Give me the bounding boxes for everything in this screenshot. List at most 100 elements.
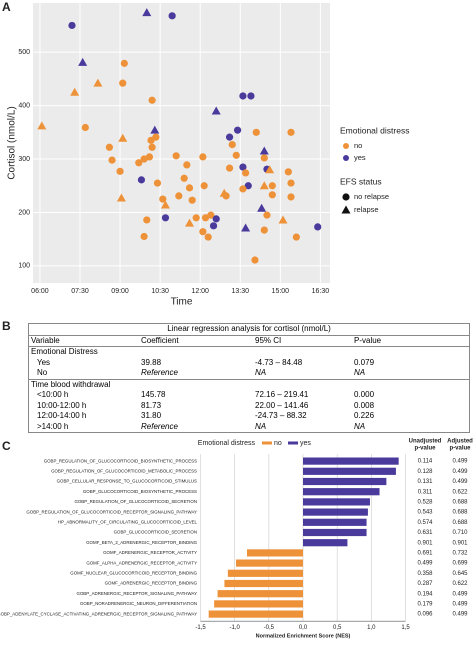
x-tick-label: 0,5 [333, 625, 342, 631]
x-tick-label: 16:30 [312, 288, 330, 295]
table-row: Variable Coefficient 95% CI P-value [28, 335, 470, 347]
adjusted-p-value: 0.499 [452, 601, 468, 607]
bar [236, 559, 303, 567]
column-header: Unadjusted [409, 439, 442, 445]
p-value: 0.358 [417, 571, 433, 577]
y-tick-label: 200 [18, 209, 30, 216]
x-tick-label: 06:00 [31, 288, 49, 295]
point [148, 143, 156, 151]
term-label: GOBP_ADRENERGIC_RECEPTOR_SIGNALING_PATHW… [76, 591, 197, 596]
p-value: 0.901 [417, 540, 433, 546]
x-tick-label: 07:30 [71, 288, 89, 295]
bar [224, 579, 303, 588]
legend-title: EFS status [340, 176, 382, 186]
table-row: Linear regression analysis for cortisol … [28, 323, 470, 336]
point [241, 223, 251, 232]
adjusted-p-value: 0.688 [452, 520, 468, 526]
table-cell: NA [354, 368, 366, 377]
table-cell: 81.73 [141, 400, 162, 410]
point [137, 176, 146, 184]
point [242, 169, 250, 177]
legend-label: no [354, 141, 362, 150]
x-tick-label: -1,5 [195, 625, 206, 631]
point [37, 121, 47, 130]
point [233, 126, 242, 134]
adjusted-p-value: 0.499 [452, 612, 468, 618]
point [263, 211, 271, 219]
p-value: 0.311 [418, 489, 433, 495]
bar [303, 518, 367, 526]
point [161, 214, 170, 222]
x-tick-label: 10:30 [151, 288, 169, 295]
point [180, 174, 188, 182]
point [118, 133, 128, 142]
bar [303, 467, 396, 475]
point [153, 179, 162, 187]
term-label: GOMF_ADRENERGIC_RECEPTOR_ACTIVITY [103, 550, 197, 555]
point [292, 233, 300, 241]
table-cell: Emotional Distress [28, 346, 470, 358]
table-cell: 95% CI [253, 335, 352, 347]
table-cell: -4.73 – 84.48 [255, 357, 303, 367]
x-tick-label: -1,0 [229, 625, 240, 631]
point [252, 128, 260, 136]
point [201, 214, 210, 222]
bar [303, 498, 370, 506]
p-value: 0.691 [417, 550, 433, 556]
point [211, 106, 221, 115]
point [105, 143, 113, 151]
y-tick-label: 400 [18, 102, 30, 109]
point [265, 165, 275, 174]
adjusted-p-value: 0.710 [452, 530, 468, 536]
table-cell: 22.00 – 141.46 [255, 400, 309, 410]
adjusted-p-value: 0.901 [452, 540, 468, 546]
table-cell: Reference [141, 368, 178, 377]
adjusted-p-value: 0.688 [452, 499, 468, 505]
x-tick-label: 15:00 [272, 288, 290, 295]
point [314, 223, 322, 231]
legend-swatch [288, 441, 298, 445]
term-label: GOMF_BETA_2_ADRENERGIC_RECEPTOR_BINDING [86, 540, 197, 545]
table-cell: 145.78 [141, 390, 166, 399]
bar [303, 488, 380, 496]
point [135, 159, 143, 167]
point [185, 184, 194, 192]
legend-swatch [343, 143, 349, 149]
legend-label: no [274, 440, 282, 447]
point [148, 96, 156, 104]
point [260, 154, 268, 162]
term-label: HP_ABNORMALITY_OF_CIRCULATING_GLUCOCORTI… [58, 519, 198, 524]
table-row: Emotional Distress [28, 346, 470, 358]
table-row: <10:00 h 145.78 72.16 – 219.41 0.000 [29, 390, 470, 401]
point [183, 161, 191, 169]
bar [208, 610, 303, 618]
x-tick-label: -0,5 [264, 625, 275, 631]
term-label: GOBP_REGULATION_OF_GLUCOCORTICOID_RECEPT… [26, 509, 197, 514]
legend-title: Emotional distress [340, 125, 409, 135]
term-label: GOMF_ALPHA_ADRENERGIC_RECEPTOR_ACTIVITY [86, 560, 197, 565]
legend-swatch [341, 205, 351, 214]
point [251, 256, 259, 264]
table-cell: <10:00 h [37, 390, 69, 399]
p-value: 0.096 [417, 612, 433, 618]
legend-swatch [342, 193, 350, 201]
legend-swatch [262, 441, 272, 445]
p-value: 0.194 [417, 591, 433, 597]
point [93, 78, 103, 87]
point [175, 192, 183, 200]
p-value: 0.528 [417, 499, 433, 505]
table-cell: 10:00-12:00 h [37, 400, 87, 410]
point [172, 152, 180, 160]
adjusted-p-value: 0.499 [452, 459, 468, 465]
table-cell: 0.000 [354, 390, 375, 399]
panel-label: B [2, 319, 11, 333]
x-tick-label: 1,0 [367, 625, 376, 631]
point [268, 182, 276, 190]
table-cell: 0.008 [354, 400, 375, 410]
bar [214, 600, 303, 608]
point [209, 222, 218, 230]
table-cell: No [37, 368, 48, 377]
p-value: 0.574 [417, 520, 433, 526]
